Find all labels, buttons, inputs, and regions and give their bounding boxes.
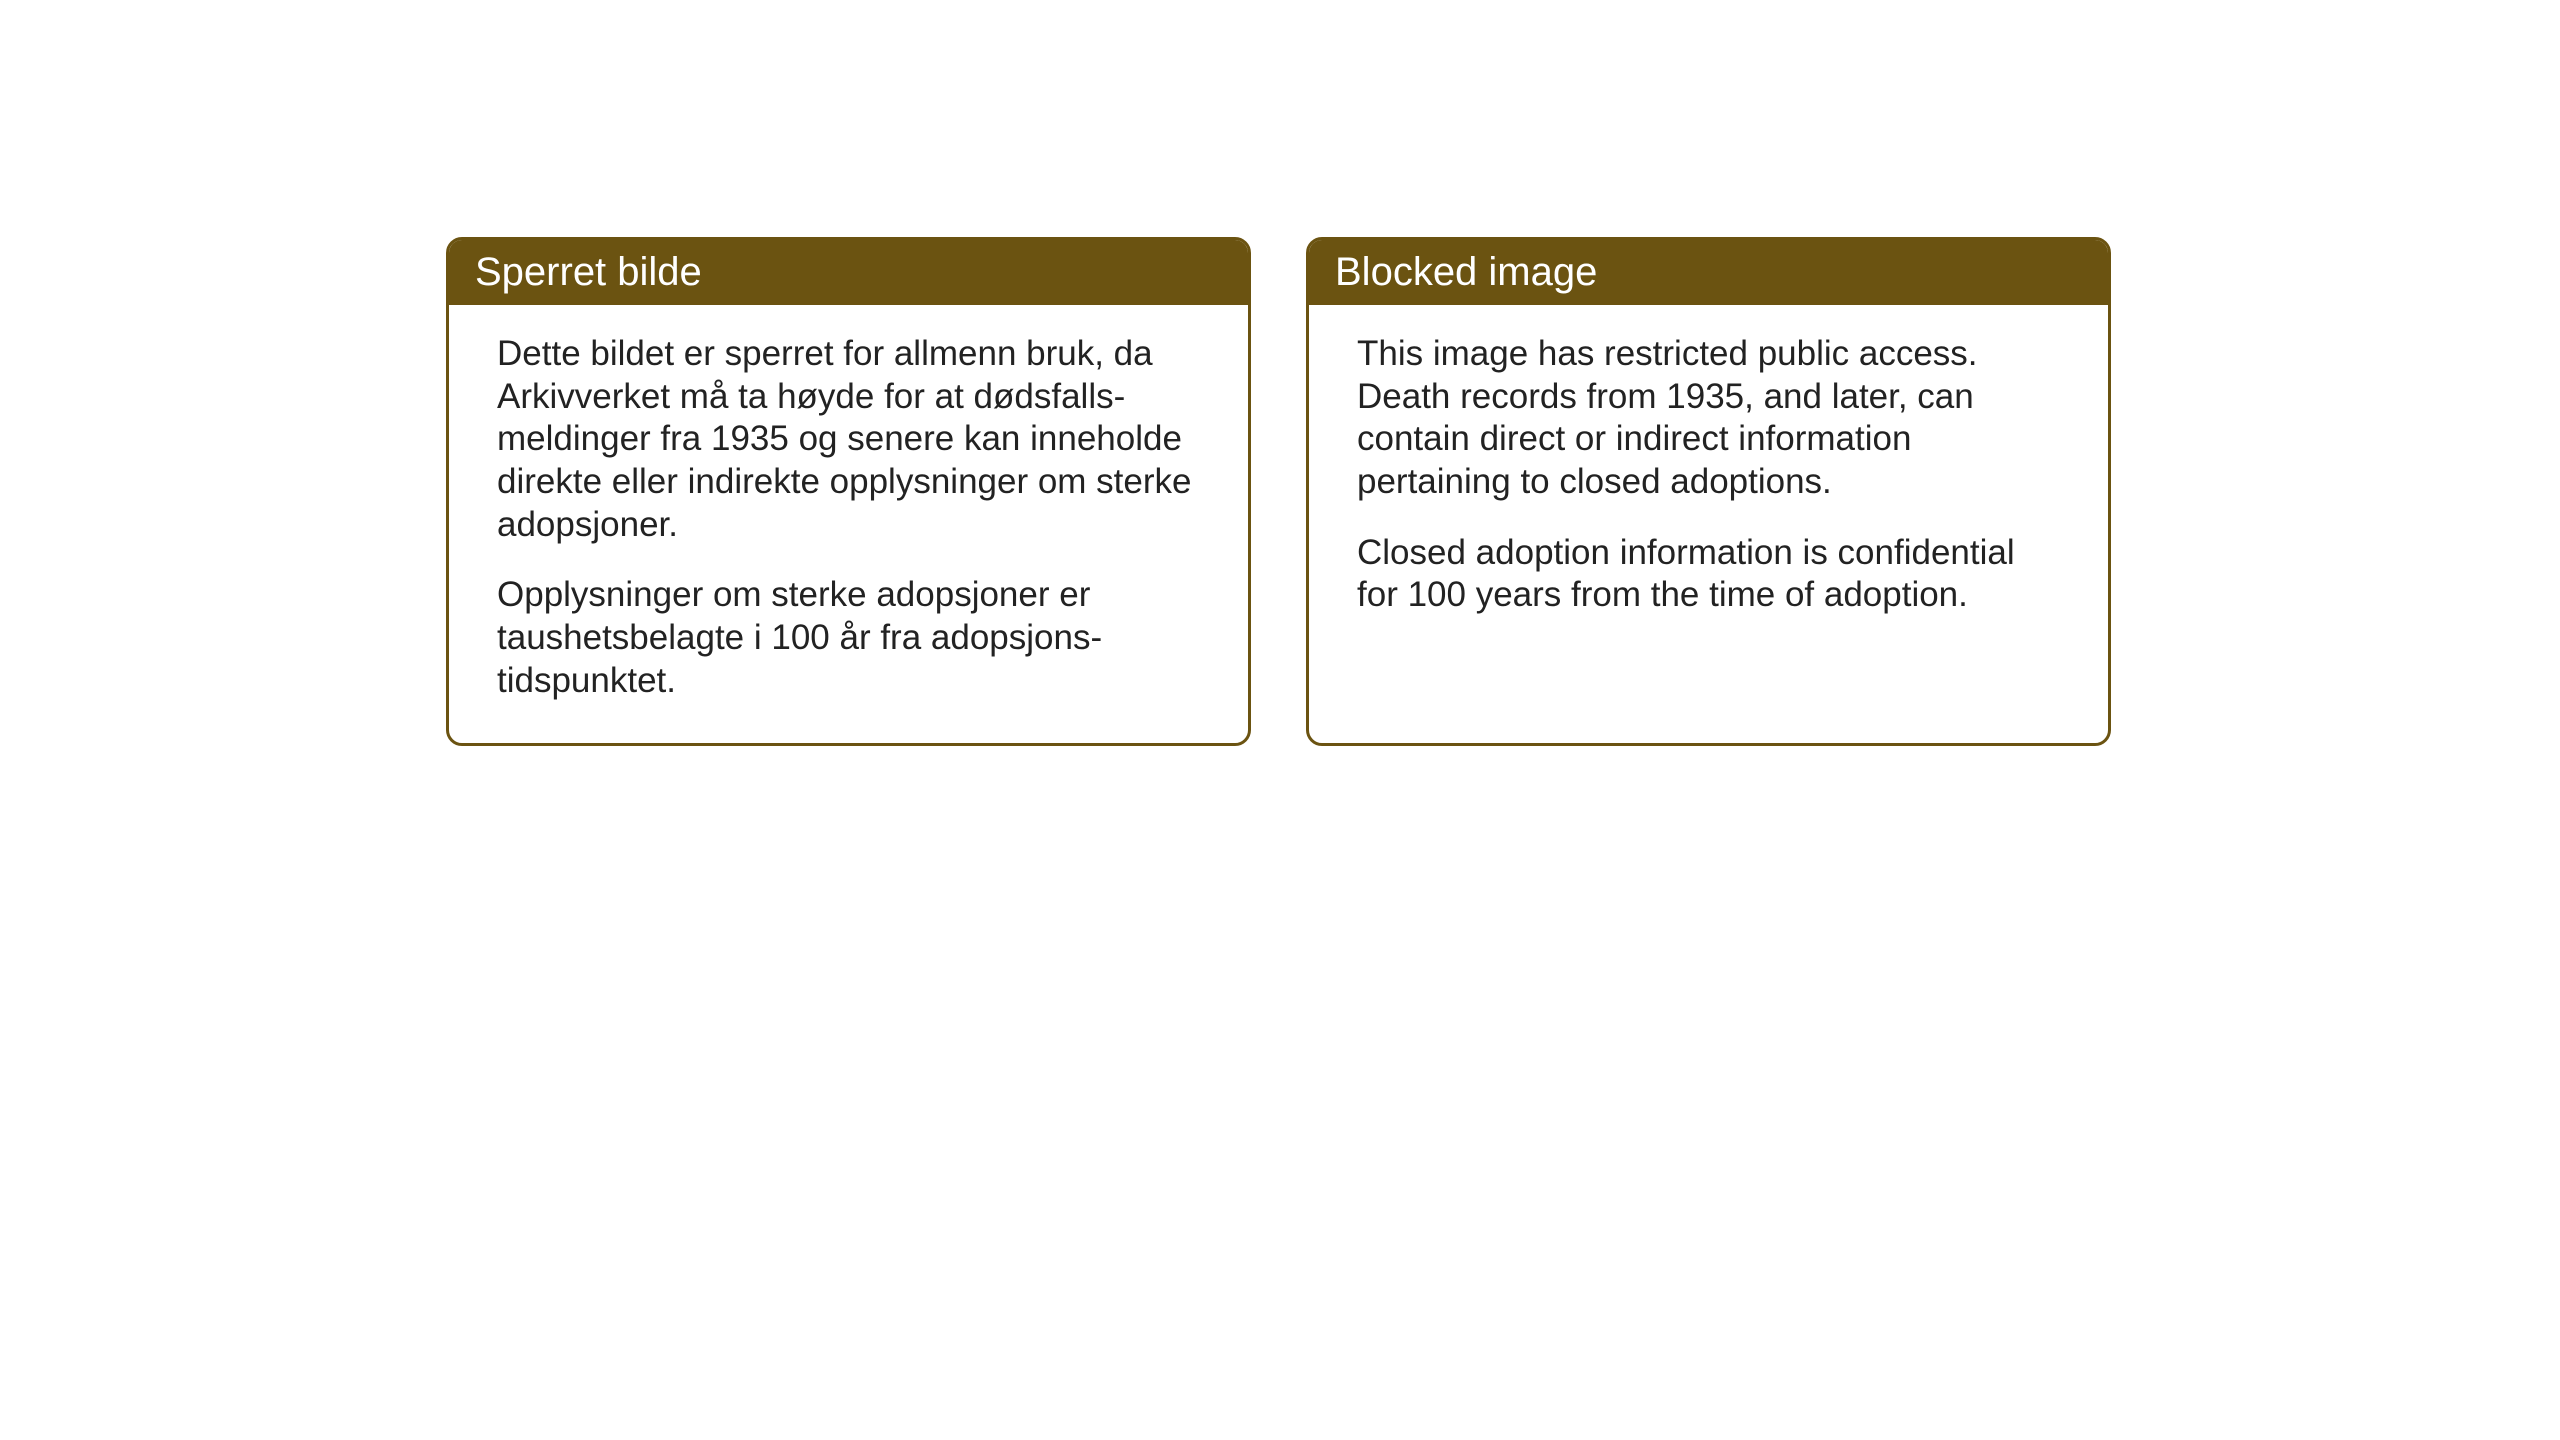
- info-cards-container: Sperret bilde Dette bildet er sperret fo…: [446, 237, 2111, 746]
- card-body-english: This image has restricted public access.…: [1309, 305, 2108, 707]
- card-paragraph-2-english: Closed adoption information is confident…: [1357, 532, 2060, 617]
- info-card-norwegian: Sperret bilde Dette bildet er sperret fo…: [446, 237, 1251, 746]
- card-header-english: Blocked image: [1309, 240, 2108, 305]
- info-card-english: Blocked image This image has restricted …: [1306, 237, 2111, 746]
- card-paragraph-1-english: This image has restricted public access.…: [1357, 333, 2060, 504]
- card-header-norwegian: Sperret bilde: [449, 240, 1248, 305]
- card-title-norwegian: Sperret bilde: [475, 250, 702, 294]
- card-paragraph-1-norwegian: Dette bildet er sperret for allmenn bruk…: [497, 333, 1200, 546]
- card-body-norwegian: Dette bildet er sperret for allmenn bruk…: [449, 305, 1248, 743]
- card-title-english: Blocked image: [1335, 250, 1597, 294]
- card-paragraph-2-norwegian: Opplysninger om sterke adopsjoner er tau…: [497, 574, 1200, 702]
